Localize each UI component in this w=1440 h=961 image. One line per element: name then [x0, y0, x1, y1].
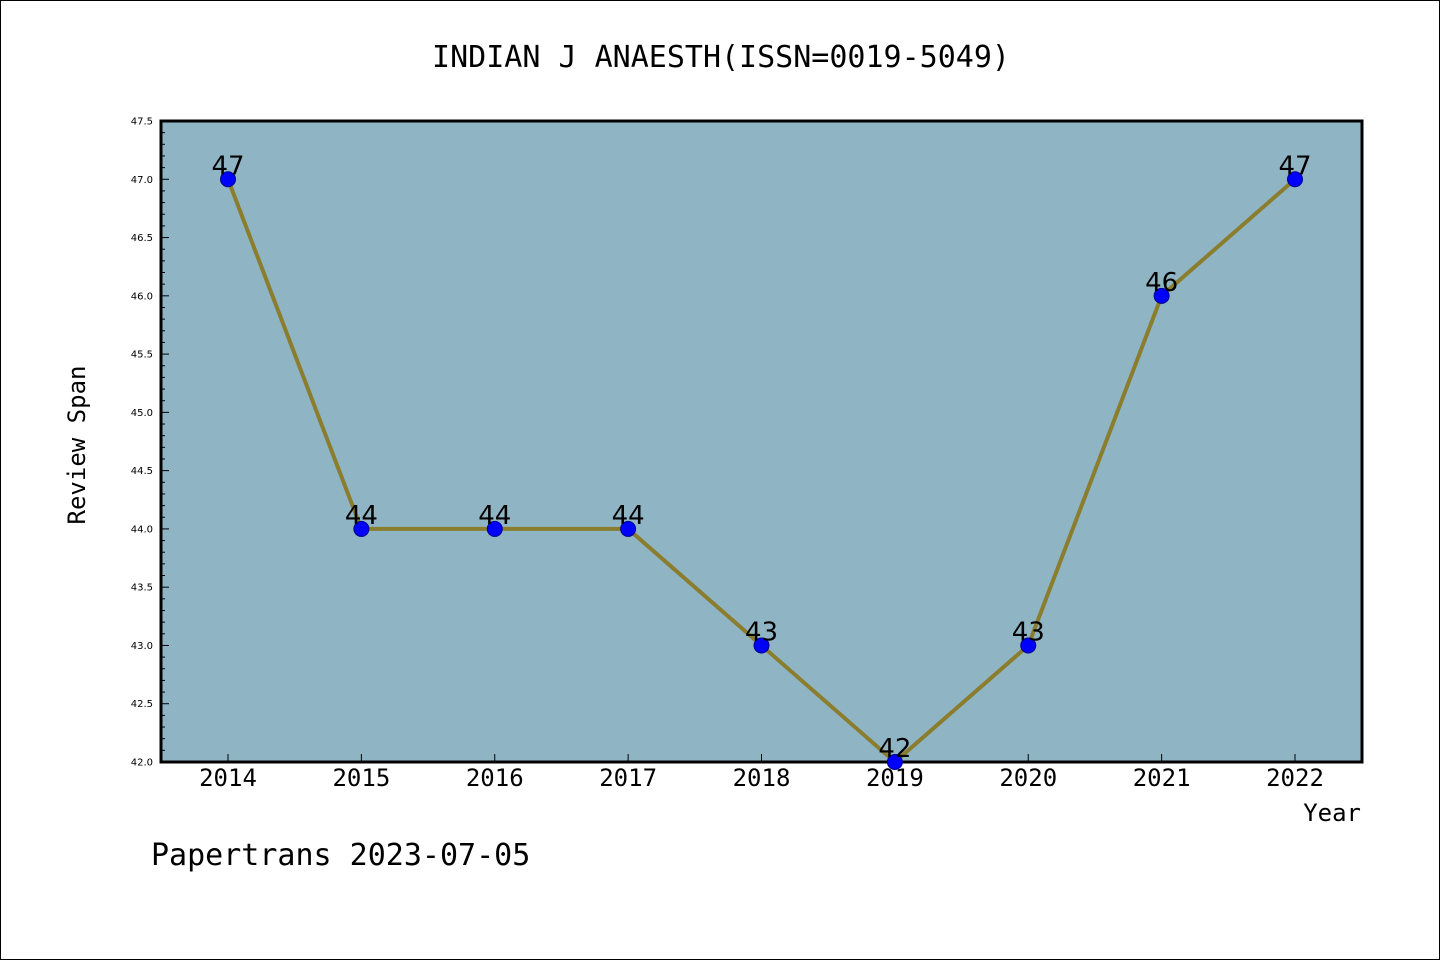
y-tick-label: 46.5	[131, 233, 153, 244]
data-labels-group: 47 44 44 44 43 42 43 46 47	[211, 151, 1311, 764]
data-point-marker	[1287, 171, 1303, 188]
data-point-marker	[620, 520, 637, 537]
data-point-marker	[1153, 287, 1170, 304]
data-point-marker	[486, 520, 503, 537]
footer-watermark: Papertrans 2023-07-05	[151, 838, 530, 873]
data-label: 46	[1145, 268, 1178, 298]
x-axis-label: Year	[1303, 799, 1361, 827]
x-tick-label: 2022	[1266, 764, 1324, 792]
data-label: 44	[345, 501, 378, 531]
data-label: 44	[478, 501, 511, 531]
y-tick-label: 45.5	[131, 350, 153, 361]
data-point-marker	[220, 171, 236, 188]
x-axis: 2014 2015 2016 2017 2018 2019 2020 2021 2022	[199, 754, 1324, 792]
y-tick-label: 44.5	[131, 466, 153, 477]
y-tick-label: 45.0	[131, 408, 153, 419]
y-tick-label: 47.5	[131, 117, 153, 128]
markers-group	[220, 171, 1303, 770]
y-tick-label: 42.5	[131, 699, 153, 710]
y-tick-label: 42.0	[131, 758, 153, 769]
x-tick-label: 2021	[1133, 764, 1191, 792]
data-point-marker	[753, 637, 770, 654]
data-label: 44	[612, 501, 645, 531]
y-axis-label: Review Span	[63, 366, 91, 525]
data-label: 47	[211, 151, 244, 181]
plot-area	[159, 119, 1364, 764]
x-tick-label: 2020	[999, 764, 1057, 792]
data-label: 43	[745, 617, 778, 647]
data-label: 47	[1278, 151, 1311, 181]
data-point-marker	[886, 754, 903, 770]
x-tick-label: 2016	[466, 764, 524, 792]
data-point-marker	[1020, 637, 1037, 654]
y-tick-label: 43.0	[131, 641, 153, 652]
y-tick-label: 43.5	[131, 583, 153, 594]
x-tick-label: 2015	[332, 764, 390, 792]
x-tick-label: 2018	[733, 764, 791, 792]
data-point-marker	[353, 520, 370, 537]
chart-title: INDIAN J ANAESTH(ISSN=0019-5049)	[432, 40, 1010, 75]
y-tick-label: 44.0	[131, 524, 153, 535]
data-label: 43	[1012, 617, 1045, 647]
x-tick-label: 2017	[599, 764, 657, 792]
data-label: 42	[878, 734, 911, 764]
y-axis: 42.0 42.5 43.0 43.5 44.0 44.5 45.0 45.5 46.0 46.5…	[131, 117, 169, 769]
x-tick-label: 2014	[199, 764, 257, 792]
y-tick-label: 47.0	[131, 175, 153, 186]
y-tick-label: 46.0	[131, 291, 153, 302]
